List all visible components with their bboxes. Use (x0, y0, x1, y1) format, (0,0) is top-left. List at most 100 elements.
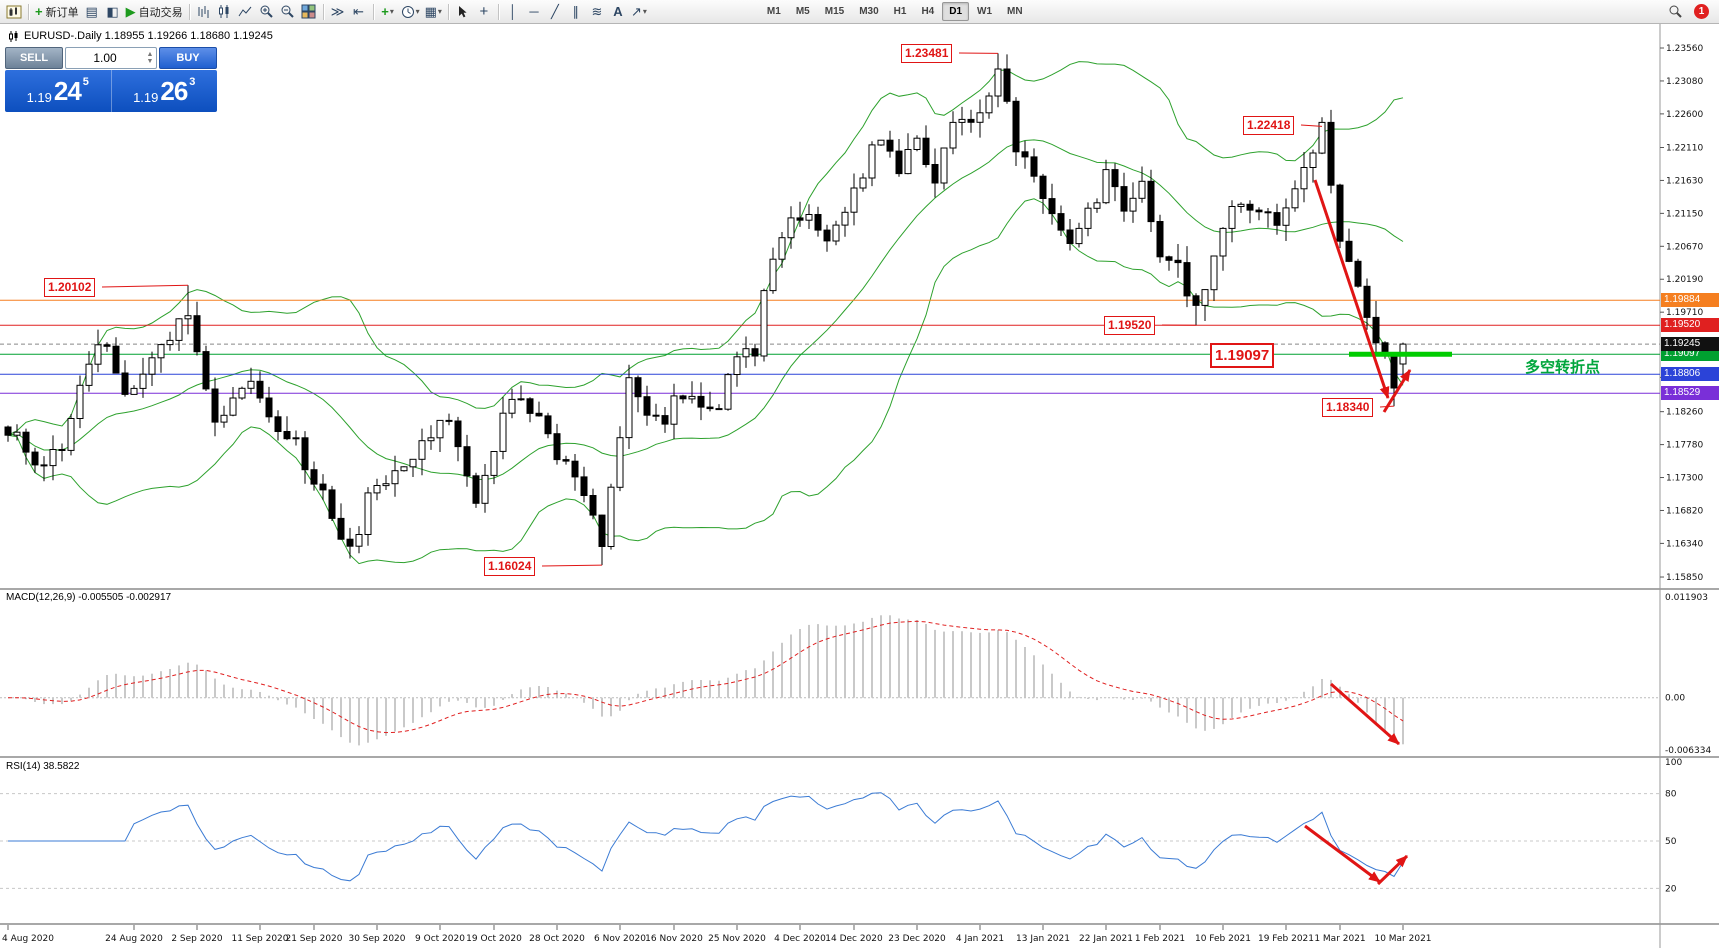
experts-button[interactable]: ◧ (103, 2, 123, 22)
svg-text:4 Dec 2020: 4 Dec 2020 (774, 934, 826, 944)
sell-price[interactable]: 1.19 24 5 (5, 70, 112, 112)
chevron-down-icon: ▾ (437, 7, 442, 16)
new-chart-icon (6, 5, 22, 18)
line-chart-mode-button[interactable] (236, 2, 256, 22)
new-order-icon: + (35, 4, 43, 19)
svg-text:4 Jan 2021: 4 Jan 2021 (956, 934, 1004, 944)
timeframe-button-m30[interactable]: M30 (859, 6, 879, 17)
chevron-down-icon: ▾ (415, 7, 420, 16)
autotrading-icon: ▶ (125, 4, 136, 19)
chart-shift-button[interactable]: ⇤ (349, 2, 369, 22)
svg-text:20: 20 (1665, 884, 1677, 894)
svg-text:1.22110: 1.22110 (1666, 144, 1703, 154)
svg-text:23 Dec 2020: 23 Dec 2020 (888, 934, 946, 944)
timeframe-button-h4[interactable]: H4 (921, 6, 935, 17)
svg-text:22 Jan 2021: 22 Jan 2021 (1079, 934, 1133, 944)
rsi-label: RSI(14) 38.5822 (6, 761, 80, 772)
svg-text:14 Dec 2020: 14 Dec 2020 (825, 934, 883, 944)
zoom-in-button[interactable] (257, 2, 277, 22)
trendline-icon: ╱ (551, 4, 559, 19)
svg-text:1 Mar 2021: 1 Mar 2021 (1314, 934, 1365, 944)
cursor-button[interactable] (453, 2, 473, 22)
timeframe-button-d1[interactable]: D1 (942, 2, 970, 21)
toolbar-separator (188, 3, 190, 20)
charts-icon: ▤ (85, 4, 98, 19)
svg-text:13 Jan 2021: 13 Jan 2021 (1016, 934, 1070, 944)
channel-button[interactable]: ∥ (566, 2, 586, 22)
panel-separators (0, 24, 1719, 948)
timeframe-button-m15[interactable]: M15 (824, 6, 845, 17)
svg-text:19 Oct 2020: 19 Oct 2020 (466, 934, 522, 944)
svg-text:4 Aug 2020: 4 Aug 2020 (2, 934, 54, 944)
templates-button[interactable]: ▦ ▾ (423, 2, 444, 22)
bar-chart-icon (198, 6, 209, 18)
drawn-arrows[interactable] (101, 52, 1412, 886)
chart-title: EURUSD-.Daily 1.18955 1.19266 1.18680 1.… (8, 30, 273, 42)
spin-down-icon[interactable]: ▼ (146, 58, 154, 65)
timeframe-button-w1[interactable]: W1 (977, 6, 993, 17)
bar-chart-mode-button[interactable] (194, 2, 214, 22)
svg-text:30 Sep 2020: 30 Sep 2020 (348, 934, 405, 944)
spin-up-icon[interactable]: ▲ (146, 51, 154, 58)
horizontal-line-button[interactable]: ─ (524, 2, 544, 22)
fibonacci-button[interactable]: ≋ (587, 2, 607, 22)
svg-text:24 Aug 2020: 24 Aug 2020 (105, 934, 163, 944)
candlestick-mode-button[interactable] (215, 2, 235, 22)
buy-price[interactable]: 1.19 26 3 (133, 75, 196, 106)
sell-button[interactable]: SELL (5, 47, 63, 69)
toolbar-separator (28, 3, 29, 20)
templates-icon: ▦ (424, 4, 437, 19)
search-icon (1669, 5, 1682, 18)
tile-windows-button[interactable] (299, 2, 319, 22)
experts-icon: ◧ (106, 4, 119, 19)
zoom-in-icon (260, 5, 273, 18)
svg-text:1.22600: 1.22600 (1666, 110, 1703, 120)
svg-text:1.16340: 1.16340 (1666, 539, 1703, 549)
vertical-line-icon: │ (508, 4, 517, 19)
macd-panel (0, 615, 1660, 746)
svg-text:1.21150: 1.21150 (1666, 209, 1703, 219)
timeframe-button-mn[interactable]: MN (1007, 6, 1023, 17)
trendline-button[interactable]: ╱ (545, 2, 565, 22)
vertical-line-button[interactable]: │ (503, 2, 523, 22)
new-chart-button[interactable] (4, 2, 24, 22)
svg-text:21 Sep 2020: 21 Sep 2020 (285, 934, 342, 944)
timeframe-button-h1[interactable]: H1 (893, 6, 907, 17)
text-tool-button[interactable]: A (608, 2, 628, 22)
indicators-button[interactable]: + ▾ (378, 2, 398, 22)
zoom-out-icon (281, 5, 294, 18)
svg-text:2 Sep 2020: 2 Sep 2020 (171, 934, 223, 944)
chevron-down-icon: ▾ (642, 7, 647, 16)
periods-button[interactable]: ▾ (399, 2, 422, 22)
timeframe-toolbar: M1 M5 M15 M30 H1 H4 D1 W1 MN (760, 2, 1030, 21)
timeframe-button-m1[interactable]: M1 (766, 6, 781, 17)
svg-text:50: 50 (1665, 837, 1677, 847)
notification-badge[interactable]: 1 (1694, 4, 1709, 19)
svg-text:16 Nov 2020: 16 Nov 2020 (645, 934, 703, 944)
svg-text:1 Feb 2021: 1 Feb 2021 (1135, 934, 1185, 944)
volume-spin-buttons[interactable]: ▲ ▼ (144, 51, 156, 65)
horizontal-level-lines[interactable] (0, 299, 1660, 394)
one-click-trade-panel: SELL ▲▼ BUY 1.19 24 5 1.19 26 3 (5, 47, 217, 112)
new-order-button[interactable]: + 新订单 (35, 4, 79, 19)
crosshair-button[interactable]: + (474, 2, 494, 22)
timeframe-button-m5[interactable]: M5 (795, 6, 810, 17)
svg-text:0.011903: 0.011903 (1665, 593, 1708, 603)
charts-window-button[interactable]: ▤ (82, 2, 102, 22)
autotrading-button[interactable]: ▶ 自动交易 (125, 4, 183, 19)
svg-text:6 Nov 2020: 6 Nov 2020 (594, 934, 646, 944)
auto-scroll-icon: ≫ (330, 4, 345, 19)
svg-text:1.17780: 1.17780 (1666, 441, 1703, 451)
search-button[interactable] (1665, 2, 1685, 22)
macd-label: MACD(12,26,9) -0.005505 -0.002917 (6, 592, 172, 603)
buy-button[interactable]: BUY (159, 47, 217, 69)
svg-text:25 Nov 2020: 25 Nov 2020 (708, 934, 766, 944)
auto-scroll-button[interactable]: ≫ (328, 2, 348, 22)
volume-input[interactable] (66, 50, 144, 66)
arrows-tool-button[interactable]: ↗ ▾ (629, 2, 649, 22)
svg-text:1.23080: 1.23080 (1666, 77, 1703, 87)
candlesticks (4, 53, 1407, 566)
zoom-out-button[interactable] (278, 2, 298, 22)
